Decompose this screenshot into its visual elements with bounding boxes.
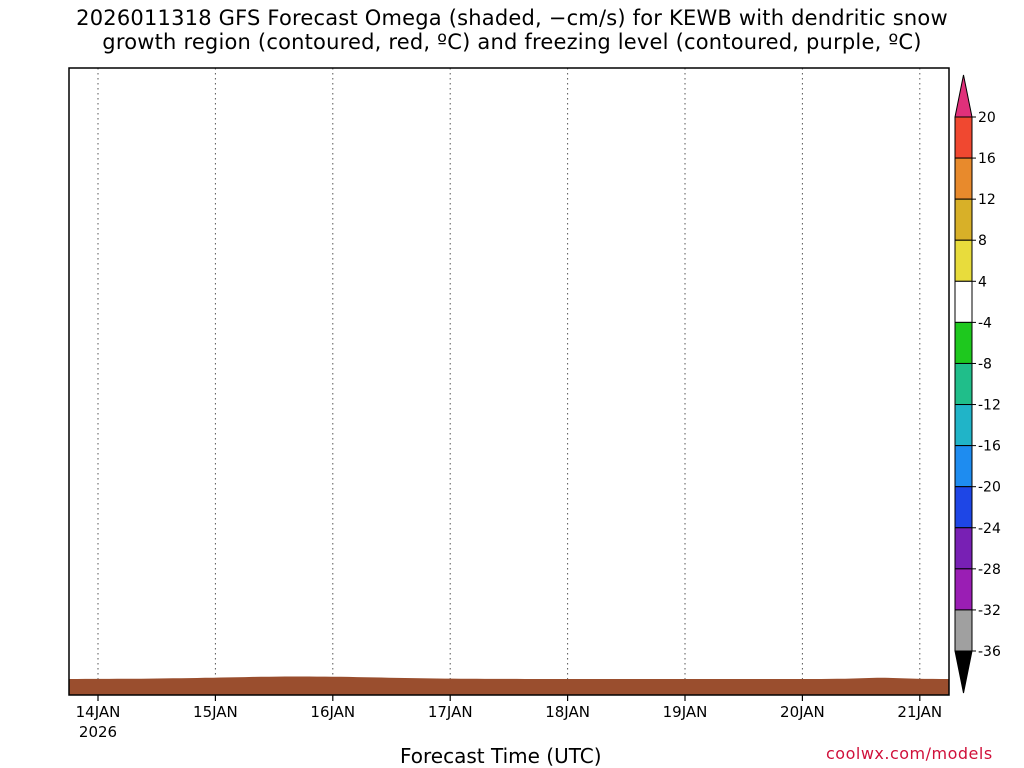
colorbar-label-13: -36 — [978, 644, 1001, 660]
colorbar: 20 16 12 8 4 -4 -8 -12 -16 -20 -24 -28 -32 -36 — [954, 74, 1001, 694]
x-tick-label-2: 16JAN — [310, 703, 355, 721]
grid-lines — [97, 68, 921, 695]
x-axis: 14JAN 15JAN 16JAN 17JAN 18JAN 19JAN 20JAN 21JAN… — [76, 695, 942, 741]
colorbar-label-11: -28 — [978, 562, 1001, 578]
colorbar-band-1 — [954, 157, 973, 200]
colorbar-band-0 — [954, 116, 973, 159]
colorbar-label-7: -12 — [978, 398, 1001, 414]
colorbar-label-5: -4 — [978, 315, 992, 331]
x-tick-label-0: 14JAN — [76, 703, 121, 721]
colorbar-label-10: -24 — [978, 521, 1001, 537]
colorbar-label-3: 8 — [978, 233, 987, 249]
colorbar-band-9 — [954, 486, 973, 529]
chart-title: 2026011318 GFS Forecast Omega (shaded, −… — [0, 6, 1024, 54]
colorbar-label-9: -20 — [978, 480, 1001, 496]
source-credit: coolwx.com/models — [826, 744, 993, 763]
colorbar-band-7 — [954, 404, 973, 447]
x-tick-label-3: 17JAN — [428, 703, 473, 721]
terrain-fill — [69, 676, 949, 695]
x-tick-label-1: 15JAN — [193, 703, 238, 721]
colorbar-label-1: 16 — [978, 151, 996, 167]
colorbar-band-3 — [954, 239, 973, 282]
colorbar-band-2 — [954, 198, 973, 241]
colorbar-band-12 — [954, 609, 973, 652]
colorbar-band-11 — [954, 568, 973, 611]
x-axis-title: Forecast Time (UTC) — [400, 744, 602, 768]
x-tick-label-6: 20JAN — [780, 703, 825, 721]
colorbar-bottom-arrow — [954, 650, 973, 694]
chart-title-line-1: 2026011318 GFS Forecast Omega (shaded, −… — [76, 6, 948, 30]
colorbar-label-0: 20 — [978, 110, 996, 126]
colorbar-band-10 — [954, 527, 973, 570]
chart-title-line-2: growth region (contoured, red, ºC) and f… — [102, 30, 922, 54]
x-year-label: 2026 — [79, 723, 117, 741]
plot-frame — [68, 67, 950, 696]
colorbar-top-arrow — [954, 74, 973, 118]
colorbar-label-2: 12 — [978, 192, 996, 208]
colorbar-label-6: -8 — [978, 356, 992, 372]
colorbar-band-8 — [954, 445, 973, 488]
colorbar-label-4: 4 — [978, 274, 987, 290]
colorbar-band-6 — [954, 362, 973, 406]
x-tick-label-5: 19JAN — [663, 703, 708, 721]
x-tick-label-7: 21JAN — [897, 703, 942, 721]
terrain-surface — [69, 676, 949, 695]
colorbar-label-8: -16 — [978, 439, 1001, 455]
colorbar-label-12: -32 — [978, 603, 1001, 619]
colorbar-band-5 — [954, 321, 973, 364]
x-tick-label-4: 18JAN — [545, 703, 590, 721]
colorbar-band-4 — [954, 280, 973, 323]
